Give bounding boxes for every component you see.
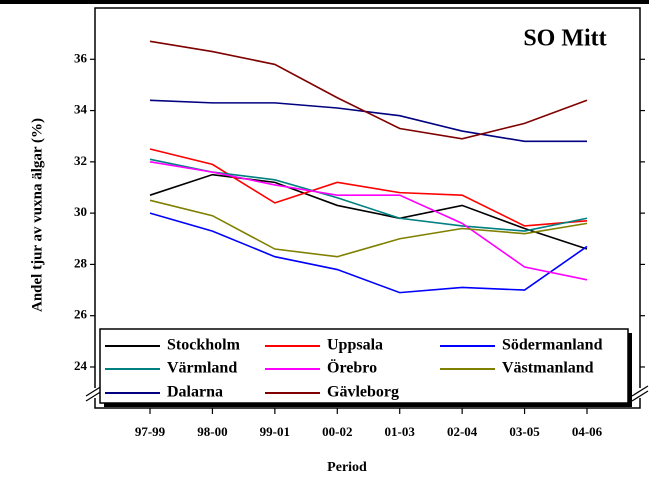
y-tick-label: 32 — [74, 153, 87, 168]
top-border — [0, 0, 649, 4]
legend-label: Västmanland — [502, 360, 594, 377]
y-tick-label: 24 — [74, 358, 88, 373]
chart-title: SO Mitt — [523, 26, 606, 52]
line-series — [149, 158, 588, 232]
y-tick-label: 34 — [74, 102, 88, 117]
y-axis-label: Andel tjur av vuxna älgar (%) — [29, 118, 45, 312]
y-tick-label: 36 — [74, 50, 88, 65]
line-series — [149, 99, 587, 143]
legend-label: Dalarna — [167, 384, 223, 401]
legend-label: Stockholm — [167, 337, 241, 354]
x-tick-label: 01-03 — [385, 424, 416, 439]
y-tick-label: 30 — [74, 204, 87, 219]
line-series — [149, 212, 588, 294]
line-series — [149, 40, 588, 140]
legend-label: Uppsala — [327, 337, 383, 354]
x-axis-label: Period — [327, 460, 367, 475]
legend-label: Södermanland — [502, 337, 603, 354]
line-series — [149, 148, 588, 227]
legend: Stockholm Uppsala Södermanland Värmland Öreb… — [99, 328, 632, 407]
y-tick-label: 26 — [74, 307, 88, 322]
line-series — [149, 161, 588, 281]
x-tick-label: 98-00 — [197, 424, 227, 439]
plot-frame — [94, 7, 641, 409]
legend-label: Örebro — [327, 359, 377, 377]
line-series — [149, 173, 588, 250]
x-tick-label: 04-06 — [572, 424, 603, 439]
x-tick-label: 03-05 — [509, 424, 540, 439]
line-series — [149, 199, 588, 258]
x-tick-label: 97-99 — [135, 424, 166, 439]
x-tick-label: 99-01 — [260, 424, 290, 439]
y-tick-label: 28 — [74, 255, 88, 270]
legend-label: Värmland — [167, 360, 237, 377]
x-tick-label: 02-04 — [447, 424, 478, 439]
x-tick-label: 00-02 — [322, 424, 352, 439]
legend-label: Gävleborg — [327, 384, 399, 401]
